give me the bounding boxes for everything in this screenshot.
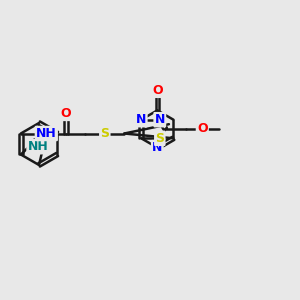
Text: O: O	[197, 122, 208, 136]
Text: S: S	[155, 132, 164, 145]
Text: N: N	[154, 113, 165, 126]
Text: O: O	[61, 107, 71, 120]
Text: NH: NH	[28, 140, 48, 153]
Text: O: O	[152, 84, 163, 97]
Text: NH: NH	[36, 127, 57, 140]
Text: N: N	[152, 141, 163, 154]
Text: S: S	[100, 127, 109, 140]
Text: N: N	[136, 113, 146, 126]
